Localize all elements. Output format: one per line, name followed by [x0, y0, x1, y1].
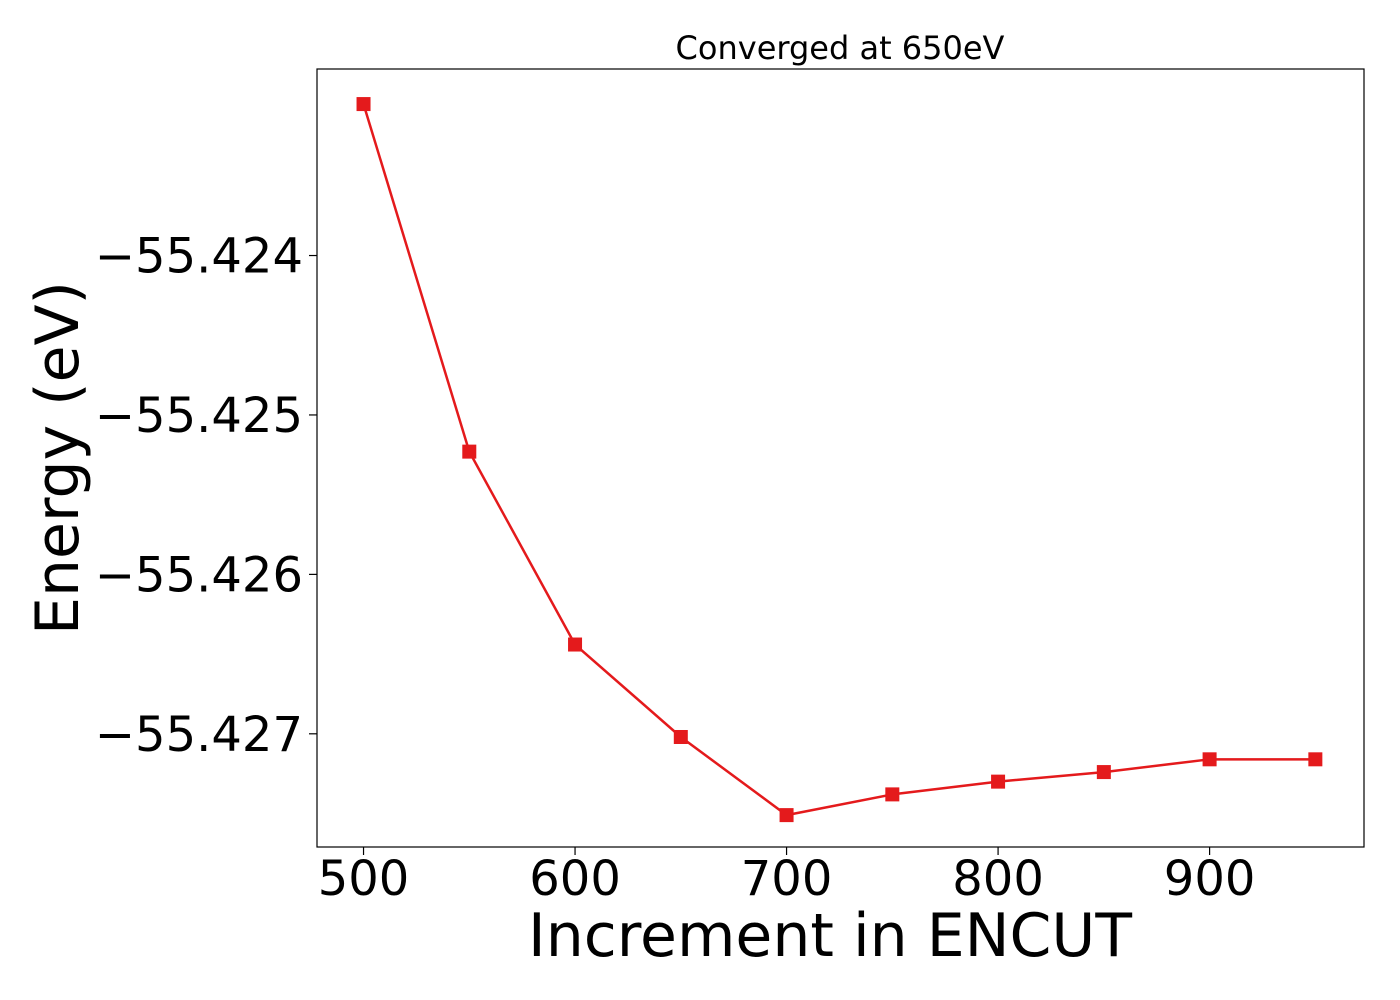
y-tick-label: −55.425 — [95, 388, 303, 444]
x-tick-label: 700 — [741, 851, 833, 907]
x-tick-label: 800 — [952, 851, 1044, 907]
data-point-marker — [779, 808, 794, 823]
y-tick-label: −55.424 — [95, 229, 303, 285]
y-axis: −55.424 −55.425 −55.426 −55.427 — [95, 229, 317, 763]
series-layer — [356, 97, 1323, 823]
x-tick-label: 600 — [529, 851, 621, 907]
data-point-marker — [568, 637, 583, 652]
data-point-marker — [673, 729, 688, 744]
data-point-marker — [356, 97, 371, 112]
data-point-marker — [991, 774, 1006, 789]
data-point-marker — [462, 444, 477, 459]
x-axis-label: Increment in ENCUT — [528, 901, 1132, 971]
y-axis-label: Energy (eV) — [23, 281, 93, 635]
x-axis: 500 600 700 800 900 — [318, 847, 1256, 907]
x-tick-label: 900 — [1164, 851, 1256, 907]
y-tick-label: −55.426 — [95, 547, 303, 603]
data-point-marker — [1202, 752, 1217, 767]
series-line — [362, 103, 1316, 817]
x-tick-label: 500 — [318, 851, 410, 907]
chart-title: Converged at 650eV — [676, 29, 1005, 67]
plot-frame — [316, 68, 1365, 848]
data-point-marker — [1308, 752, 1323, 767]
data-point-marker — [1096, 765, 1111, 780]
y-tick-label: −55.427 — [95, 707, 303, 763]
data-point-marker — [885, 787, 900, 802]
